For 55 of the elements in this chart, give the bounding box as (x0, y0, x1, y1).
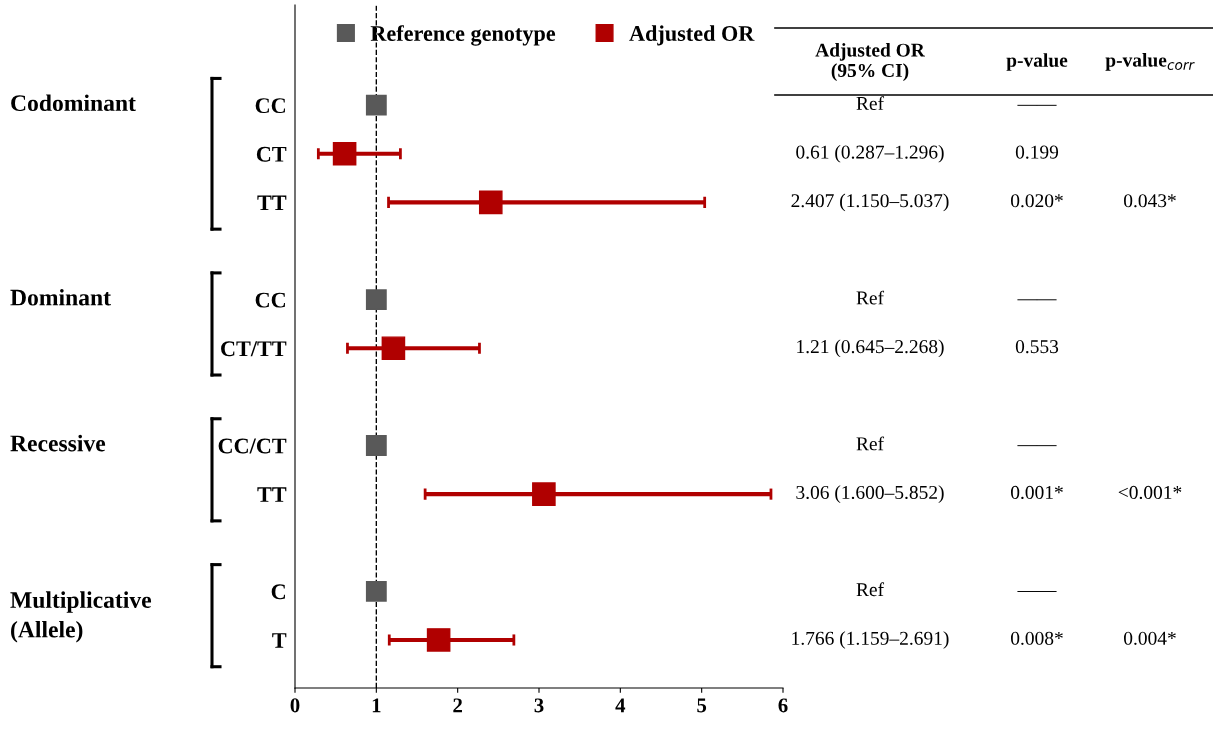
data-label: Ref (856, 96, 885, 111)
point (332, 141, 357, 166)
point (365, 580, 387, 602)
text: 0.043* (1124, 194, 1176, 208)
x-tick-label: 6 (778, 698, 788, 713)
text: 0.020* (1011, 194, 1063, 208)
point (365, 435, 387, 456)
text: —— (1017, 299, 1057, 301)
text: Multiplicative (Allele) (10, 591, 152, 643)
data-label: 0.61 (0.287–1.296) (796, 144, 944, 163)
legend-label: Adjusted OR (629, 25, 755, 46)
legend-label: Reference genotype (370, 25, 556, 46)
data-label: 3.06 (1.600–5.852) (796, 485, 944, 503)
point (532, 482, 556, 506)
text: p-value$_{corr}$ (1105, 53, 1195, 71)
y-tick-label: CC (255, 98, 285, 114)
data-label: 1.766 (1.159–2.691) (792, 631, 949, 649)
x-tick-label: 5 (697, 698, 707, 713)
text: —— (1017, 104, 1057, 106)
x-tick-label: 2 (453, 698, 462, 713)
point (478, 190, 503, 215)
data-label: 1.21 (0.645–2.268) (797, 339, 944, 358)
text: 0.199 (1015, 145, 1059, 159)
data-label: Ref (856, 290, 885, 305)
point (365, 94, 387, 116)
y-tick-label: CT (256, 146, 287, 162)
text: <0.001* (1118, 485, 1182, 500)
text: Adjusted OR (95% CI) (815, 43, 925, 81)
text: —— (1017, 445, 1057, 447)
data-label: Ref (856, 582, 885, 597)
point (426, 628, 451, 652)
y-tick-label: TT (257, 195, 287, 211)
y-tick-label: CT/TT (221, 341, 287, 357)
text: Dominant (10, 288, 111, 306)
text: 0.008* (1011, 631, 1063, 645)
y-tick-label: CC (255, 292, 285, 308)
text: 0.553 (1015, 340, 1059, 354)
x-tick-label: 1 (372, 698, 381, 713)
text: Codominant (11, 94, 136, 112)
text: 0.001* (1011, 485, 1063, 500)
text: p-value (1006, 53, 1068, 71)
y-tick-label: C (271, 584, 285, 600)
y-tick-label: CC/CT (218, 438, 287, 454)
text: —— (1017, 591, 1057, 592)
y-tick-label: T (272, 633, 287, 648)
x-tick-label: 0 (290, 698, 300, 713)
text: 0.004* (1124, 631, 1176, 645)
point (381, 336, 406, 361)
y-tick-label: TT (257, 487, 287, 502)
point (365, 289, 387, 311)
data-label: 2.407 (1.150–5.037) (791, 193, 949, 212)
x-tick-label: 3 (534, 698, 544, 713)
data-label: Ref (856, 436, 885, 451)
x-tick-label: 4 (615, 698, 626, 713)
text: Recessive (10, 434, 106, 452)
